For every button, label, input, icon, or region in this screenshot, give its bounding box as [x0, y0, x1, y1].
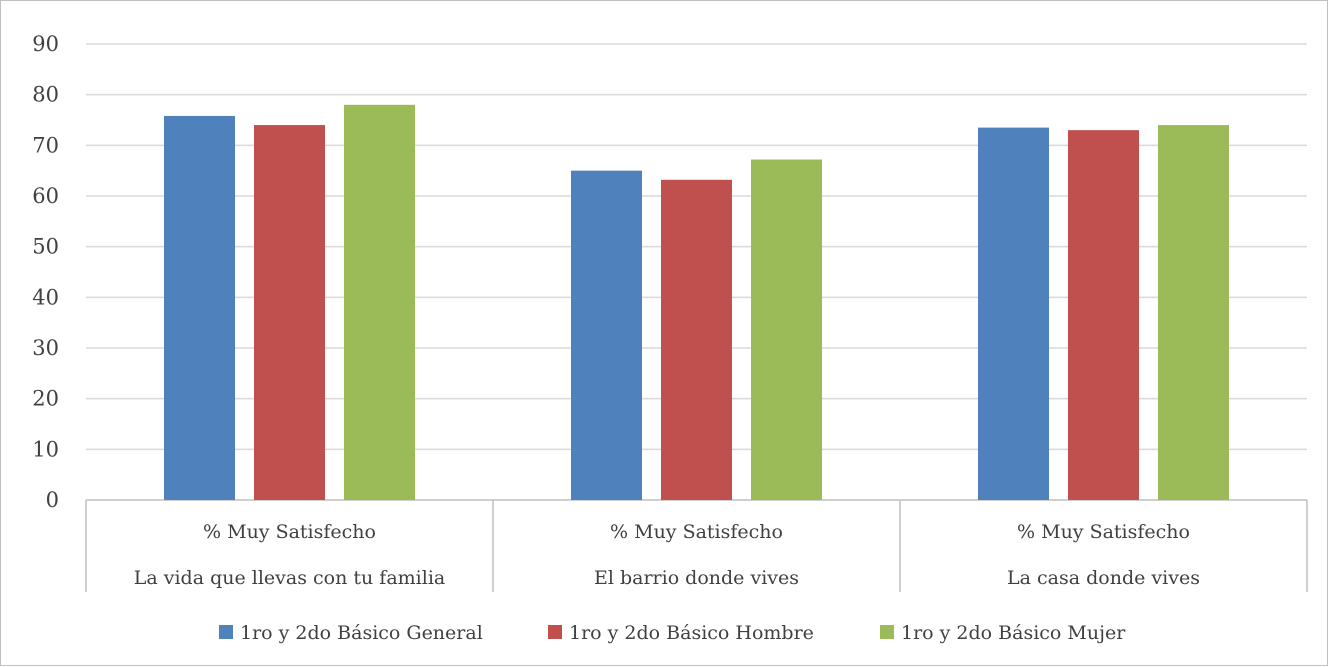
- category-label-line1: % Muy Satisfecho: [203, 521, 376, 543]
- legend-swatch: [880, 625, 894, 639]
- category-label-line1: % Muy Satisfecho: [1017, 521, 1190, 543]
- bar: [571, 170, 642, 500]
- category-label-line2: La vida que llevas con tu familia: [134, 567, 445, 589]
- y-tick-label: 10: [32, 437, 59, 461]
- y-tick-label: 50: [32, 235, 59, 259]
- category-label-line2: El barrio donde vives: [594, 567, 799, 589]
- y-tick-label: 20: [32, 387, 59, 411]
- y-tick-label: 40: [32, 285, 59, 309]
- bar: [344, 104, 415, 501]
- bar: [164, 115, 235, 501]
- category-label-line2: La casa donde vives: [1007, 567, 1200, 589]
- y-tick-label: 80: [32, 83, 59, 107]
- y-tick-label: 70: [32, 133, 59, 157]
- legend-label: 1ro y 2do Básico Mujer: [901, 622, 1126, 644]
- bar: [1158, 125, 1229, 501]
- legend-swatch: [548, 625, 562, 639]
- y-tick-label: 60: [32, 184, 59, 208]
- category-label-line1: % Muy Satisfecho: [610, 521, 783, 543]
- bar: [661, 179, 732, 500]
- bar: [254, 125, 325, 501]
- legend-label: 1ro y 2do Básico General: [240, 622, 483, 644]
- y-tick-label: 90: [32, 32, 59, 56]
- bar: [978, 127, 1049, 500]
- bar: [1068, 130, 1139, 500]
- legend-swatch: [219, 625, 233, 639]
- y-tick-label: 30: [32, 336, 59, 360]
- legend-label: 1ro y 2do Básico Hombre: [569, 622, 814, 644]
- y-tick-label: 0: [46, 488, 59, 512]
- bar: [751, 159, 822, 500]
